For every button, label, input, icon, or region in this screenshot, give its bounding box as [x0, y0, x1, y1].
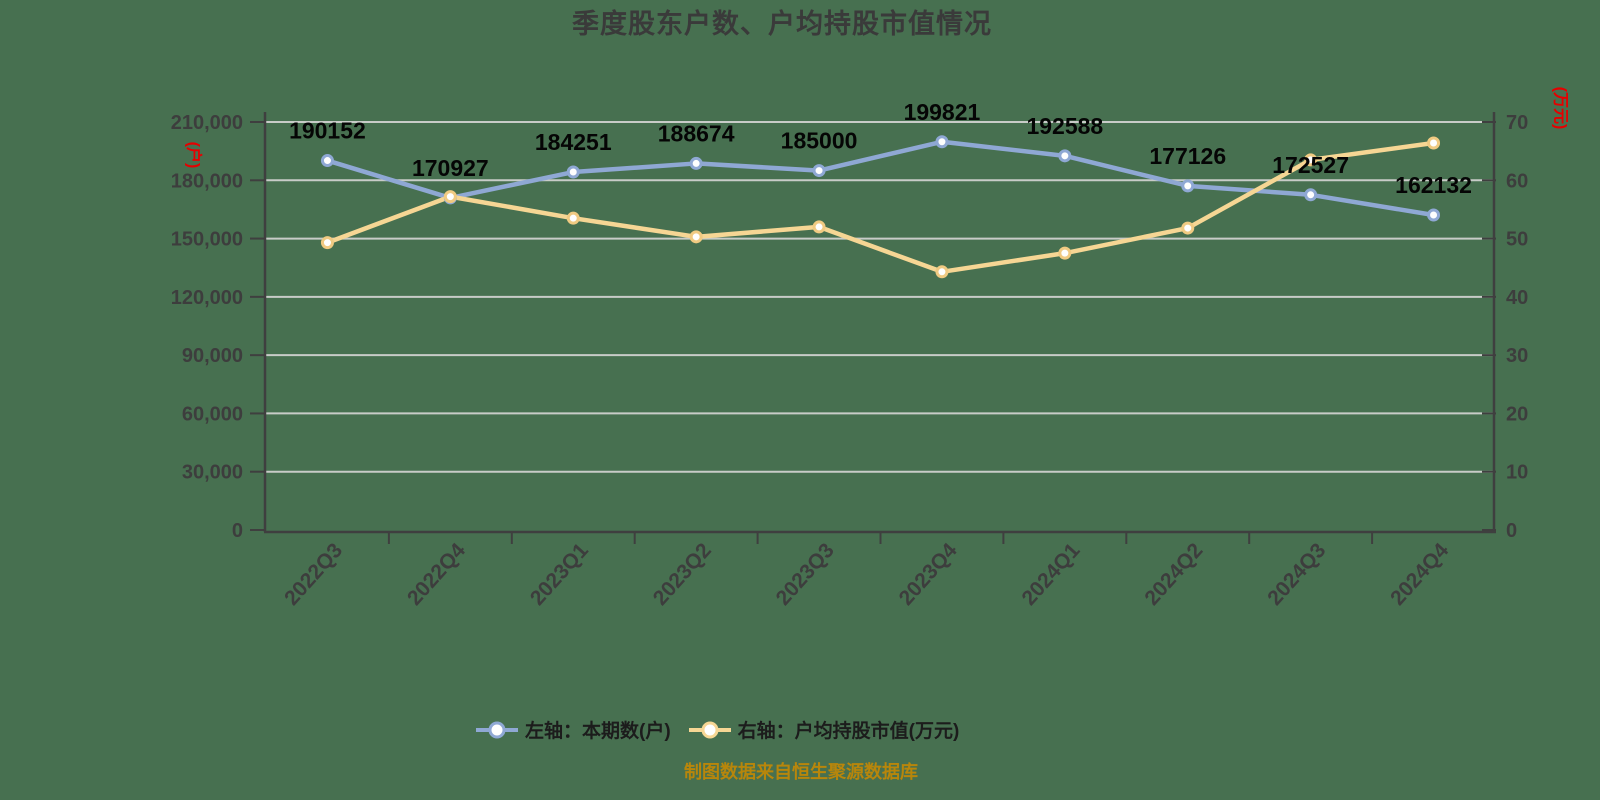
legend-label-marketvalue: 右轴：户均持股市值(万元)	[737, 721, 960, 742]
legend-item-marketvalue: 右轴：户均持股市值(万元)	[688, 716, 960, 743]
left-axis-tick-label: 0	[232, 520, 243, 542]
legend-marker-shape	[701, 721, 719, 738]
data-point-marker-shareholders	[935, 135, 949, 149]
data-label: 188674	[658, 120, 735, 146]
data-point-marker-marketvalue	[1181, 221, 1195, 235]
data-label: 185000	[781, 128, 858, 154]
data-label: 199821	[904, 99, 981, 125]
x-axis-label: 2023Q4	[895, 539, 962, 610]
x-axis-label: 2023Q2	[649, 539, 716, 610]
right-axis-tick-label: 10	[1506, 462, 1528, 484]
right-axis-tick-label: 50	[1506, 229, 1528, 251]
data-label: 190152	[289, 118, 366, 144]
data-label: 162132	[1395, 172, 1472, 198]
left-axis-tick-label: 150,000	[171, 229, 243, 251]
chart-legend: 左轴：本期数(户) 右轴：户均持股市值(万元)	[476, 716, 959, 743]
data-point-marker-marketvalue	[689, 230, 703, 244]
data-point-marker-shareholders	[1304, 188, 1318, 202]
data-point-marker-shareholders	[320, 154, 334, 168]
right-axis-tick-label: 40	[1506, 287, 1528, 309]
left-axis-tick-label: 60,000	[182, 403, 243, 425]
data-point-marker-marketvalue	[1304, 153, 1318, 167]
right-axis-tick-label: 0	[1506, 520, 1517, 542]
left-axis-tick-label: 30,000	[182, 462, 243, 484]
x-axis-label: 2024Q4	[1386, 539, 1453, 610]
data-point-marker-shareholders	[812, 164, 826, 178]
x-axis-label: 2022Q4	[403, 539, 470, 610]
data-label: 192588	[1026, 113, 1103, 139]
data-point-marker-marketvalue	[443, 190, 457, 204]
data-point-marker-shareholders	[689, 156, 703, 170]
left-axis-tick-label: 120,000	[171, 287, 243, 309]
legend-marker-shape	[488, 721, 506, 738]
x-axis-label: 2024Q2	[1140, 539, 1207, 610]
data-label: 172527	[1272, 152, 1349, 178]
data-point-marker-marketvalue	[1427, 136, 1441, 150]
left-axis-tick-label: 90,000	[182, 345, 243, 367]
line-marker-icon	[476, 721, 518, 738]
data-point-marker-shareholders	[1427, 208, 1441, 222]
right-axis-tick-label: 20	[1506, 403, 1528, 425]
series-line-marketvalue	[325, 140, 1436, 275]
data-point-marker-marketvalue	[1058, 246, 1072, 260]
series-line-shareholders	[325, 139, 1436, 218]
x-axis-label: 2022Q3	[280, 539, 347, 610]
left-axis-tick-label: 180,000	[171, 170, 243, 192]
legend-label-shareholders: 左轴：本期数(户)	[525, 721, 671, 742]
data-point-marker-shareholders	[566, 165, 580, 179]
x-axis-label: 2024Q3	[1263, 539, 1330, 610]
right-axis-tick-label: 70	[1506, 112, 1528, 134]
left-axis-tick-label: 210,000	[171, 112, 243, 134]
right-axis-tick-label: 30	[1506, 345, 1528, 367]
line-marker-icon	[688, 721, 731, 738]
data-point-marker-marketvalue	[566, 211, 580, 225]
data-label: 184251	[535, 129, 612, 155]
right-axis-unit-label: (万元)	[1551, 86, 1569, 130]
data-point-marker-shareholders	[1181, 179, 1195, 193]
data-point-marker-marketvalue	[320, 236, 334, 250]
data-point-marker-marketvalue	[812, 220, 826, 234]
x-axis-label: 2023Q3	[772, 539, 839, 610]
x-axis-label: 2023Q1	[526, 539, 593, 610]
data-point-marker-marketvalue	[935, 265, 949, 279]
x-axis-label: 2024Q1	[1017, 539, 1084, 610]
left-axis-unit-label: (户)	[184, 141, 202, 169]
chart-title: 季度股东户数、户均持股市值情况	[572, 9, 992, 39]
right-axis-tick-label: 60	[1506, 170, 1528, 192]
data-point-marker-shareholders	[1058, 149, 1072, 163]
legend-item-shareholders: 左轴：本期数(户)	[476, 716, 671, 743]
data-label: 177126	[1149, 143, 1226, 169]
data-label: 170927	[412, 155, 489, 181]
source-note: 制图数据来自恒生聚源数据库	[684, 762, 918, 782]
